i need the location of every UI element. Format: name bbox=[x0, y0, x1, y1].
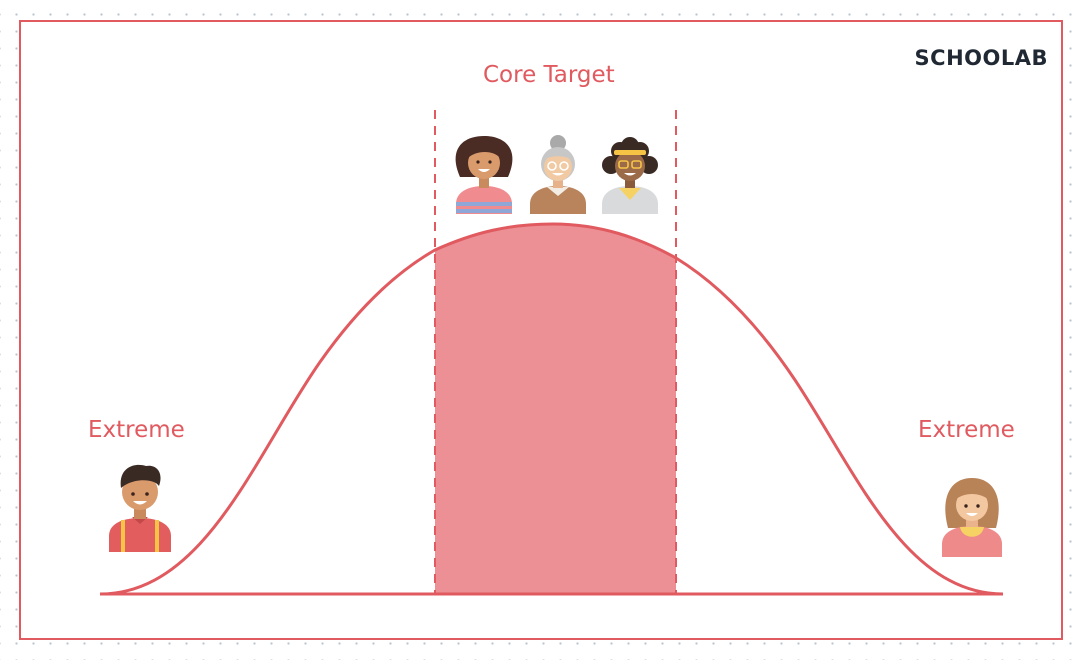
core-target-region bbox=[435, 224, 676, 594]
woman-short-hair-avatar bbox=[942, 478, 1002, 557]
extreme-left-label: Extreme bbox=[88, 417, 185, 443]
schoolab-logo: SCHOOLAB bbox=[914, 46, 1048, 70]
grandmother-avatar bbox=[530, 135, 586, 214]
extreme-right-label: Extreme bbox=[918, 417, 1015, 443]
woman-dark-hair-avatar bbox=[455, 136, 513, 214]
woman-curly-hair-glasses-avatar bbox=[602, 137, 658, 214]
core-target-label: Core Target bbox=[483, 62, 615, 88]
man-suspenders-avatar bbox=[109, 464, 171, 552]
bell-curve bbox=[99, 222, 1004, 596]
